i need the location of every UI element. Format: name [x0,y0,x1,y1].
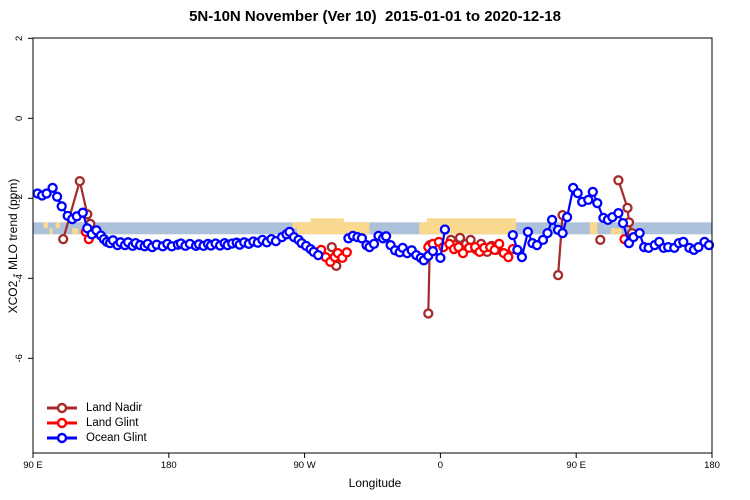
legend-label: Land Nadir [86,401,143,414]
data-point [592,197,603,209]
land-patch [610,228,622,235]
data-point [507,229,518,241]
data-point [557,227,568,239]
data-point [494,238,505,250]
y-tick-label: 0 [14,116,25,121]
legend-marker-ocean-glint [47,432,77,443]
data-point [622,202,633,214]
data-point [435,252,446,264]
data-point [423,308,434,319]
data-point [77,207,88,218]
data-point [47,182,58,194]
x-axis-label: Longitude [348,476,402,490]
legend-item-land-nadir: Land Nadir [46,400,147,415]
legend-label: Ocean Glint [86,431,147,444]
land-patch [419,222,516,235]
data-point [617,217,629,229]
data-point [516,251,528,263]
data-point [341,247,352,258]
data-point [587,186,598,198]
legend-label: Land Glint [86,416,139,429]
data-point [368,238,380,250]
data-point [74,175,85,187]
data-point [56,201,67,212]
plot-frame [32,37,713,454]
legend-item-ocean-glint: Ocean Glint [46,430,147,445]
land-patch [292,222,298,229]
data-point [41,188,52,199]
data-point [51,191,63,202]
land-patch [72,228,79,235]
data-point [613,175,624,186]
land-patch [43,222,49,229]
series-line-0 [617,179,634,234]
land-patch [310,218,344,223]
y-tick-label: -2 [14,194,25,202]
data-point [427,245,439,257]
data-point [542,227,553,239]
legend: Land Nadir Land Glint Ocean Glint [46,400,147,445]
land-patch [49,228,53,235]
legend-marker-land-nadir [47,402,77,413]
land-patch [589,222,598,235]
data-point [561,211,573,223]
land-patch [426,218,516,223]
x-tick-label: 180 [704,460,720,471]
y-tick-label: -6 [14,354,25,362]
data-point [380,231,392,242]
data-point [454,232,466,244]
data-point [522,226,534,238]
x-tick-label: 90 W [294,460,316,471]
chart-title: 5N-10N November (Ver 10) 2015-01-01 to 2… [189,8,561,25]
y-tick-label: 2 [14,36,25,41]
data-point [613,207,624,219]
data-point [634,227,645,239]
data-point [595,234,606,246]
data-point [503,251,514,263]
data-point [537,234,549,246]
y-axis-label: XCO2 - MLO trend (ppm) [6,178,20,314]
x-tick-label: 90 E [566,460,586,471]
land-patch [55,222,61,229]
data-point [326,241,337,253]
reference-band [33,222,712,235]
data-point [546,214,558,226]
data-point [356,233,368,244]
data-point [678,236,689,248]
data-point [693,241,704,253]
data-point [572,187,583,199]
legend-marker-land-glint [47,417,77,428]
y-tick-label: -4 [14,274,25,282]
data-point [703,239,715,251]
x-tick-label: 0 [438,460,443,471]
x-tick-label: 90 E [23,460,43,471]
data-point [58,233,69,245]
x-tick-label: 180 [161,460,177,471]
data-point [512,244,523,256]
data-point [552,269,564,281]
data-point [313,249,324,261]
data-point [583,194,594,206]
data-point [457,247,469,259]
data-point [439,224,451,235]
series-line-0 [557,215,564,276]
legend-item-land-glint: Land Glint [46,415,147,430]
